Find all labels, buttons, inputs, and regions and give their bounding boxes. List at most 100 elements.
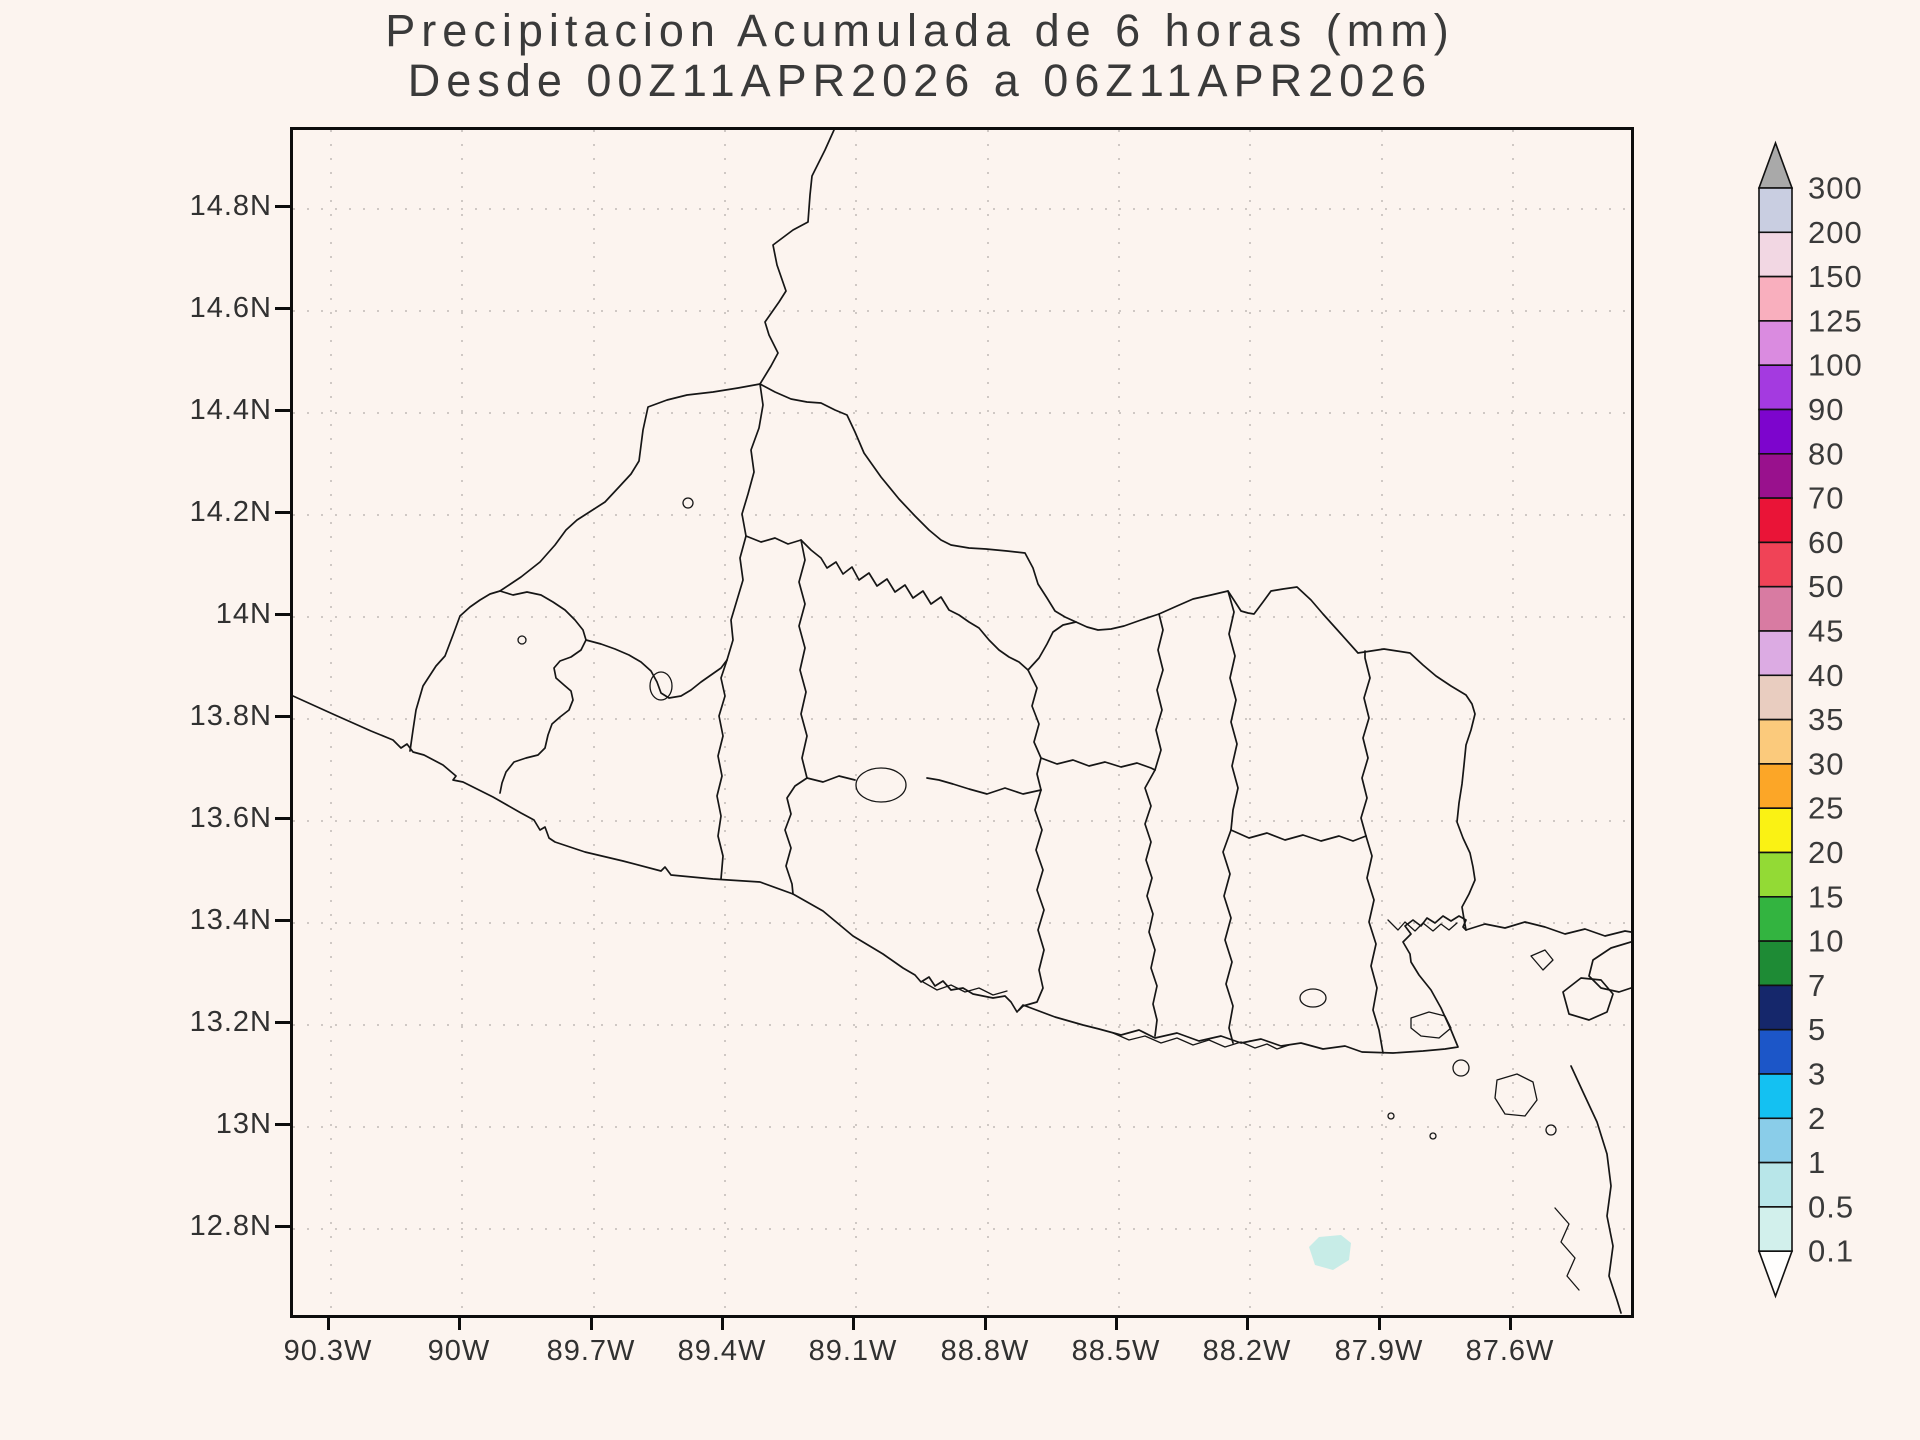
colorbar-label: 60 [1808, 525, 1844, 560]
lat-tick-label: 13.4N [189, 904, 272, 936]
island-conchaguita [1452, 1059, 1470, 1077]
lat-tick [275, 205, 290, 208]
lat-tick-label: 14.8N [189, 190, 272, 222]
jaltepeque-estuary-detail [922, 981, 1008, 996]
colorbar-label: 0.1 [1808, 1234, 1854, 1269]
lat-tick-label: 13.8N [189, 700, 272, 732]
colorbar-label: 20 [1808, 835, 1844, 870]
lat-tick-label: 14.6N [189, 292, 272, 324]
colorbar-label: 40 [1808, 658, 1844, 693]
coastline-and-borders-layer [293, 130, 1631, 1314]
colorbar-label: 15 [1808, 879, 1844, 914]
colorbar-label: 35 [1808, 702, 1844, 737]
title-line-1: Precipitacion Acumulada de 6 horas (mm) [385, 5, 1455, 56]
map-canvas [293, 130, 1631, 1315]
island-meanguera [1494, 1073, 1538, 1117]
colorbar-legend: 3002001501251009080706050454035302520151… [1757, 140, 1863, 1299]
lakes [517, 497, 1327, 1008]
honduras-border-path [759, 383, 1476, 931]
colorbar-box [1758, 408, 1793, 455]
colorbar-box [1758, 1073, 1793, 1120]
colorbar-box [1758, 275, 1793, 322]
colorbar-label: 80 [1808, 436, 1844, 471]
island-zacatillo [1410, 1011, 1452, 1039]
plot-title: Precipitacion Acumulada de 6 horas (mm) … [250, 6, 1590, 106]
lat-tick-label: 12.8N [189, 1210, 272, 1242]
colorbar-label: 0.5 [1808, 1189, 1854, 1224]
lat-tick [275, 1021, 290, 1024]
precip-cell [1309, 1235, 1351, 1270]
lat-tick [275, 307, 290, 310]
colorbar-box [1758, 630, 1793, 677]
title-line-2: Desde 00Z11APR2026 a 06Z11APR2026 [407, 55, 1433, 106]
colorbar-arrow-top [1757, 140, 1794, 189]
lat-tick [275, 715, 290, 718]
colorbar-box [1758, 1161, 1793, 1208]
colorbar-box [1758, 718, 1793, 765]
lon-tick [1378, 1315, 1381, 1330]
colorbar-label: 25 [1808, 791, 1844, 826]
colorbar-box [1758, 585, 1793, 632]
lat-tick [275, 409, 290, 412]
islet [1387, 1112, 1395, 1120]
lon-tick [1115, 1315, 1118, 1330]
lon-tick-label: 88.8W [940, 1335, 1030, 1367]
department-boundaries [499, 383, 1384, 1054]
colorbar-box [1758, 1206, 1793, 1253]
small-lake [517, 635, 527, 645]
lon-tick [1509, 1315, 1512, 1330]
lat-tick [275, 1123, 290, 1126]
lake-ilopango [855, 767, 907, 803]
lake-olomega [1299, 988, 1327, 1008]
islet [1429, 1132, 1437, 1140]
colorbar-label: 1 [1808, 1145, 1826, 1180]
colorbar-label: 125 [1808, 303, 1863, 338]
colorbar-box [1758, 364, 1793, 411]
launion-bay-detail [1387, 919, 1458, 932]
lon-tick-label: 87.6W [1465, 1335, 1555, 1367]
lat-tick [275, 511, 290, 514]
lon-tick [458, 1315, 461, 1330]
colorbar-label: 70 [1808, 481, 1844, 516]
colorbar-label: 30 [1808, 746, 1844, 781]
colorbar-box [1758, 1028, 1793, 1075]
lon-tick-label: 88.5W [1071, 1335, 1161, 1367]
colorbar-label: 150 [1808, 259, 1863, 294]
lon-tick [721, 1315, 724, 1330]
lon-tick-label: 88.2W [1202, 1335, 1292, 1367]
gulf-of-fonseca-features [1387, 921, 1631, 1314]
lon-tick [327, 1315, 330, 1330]
colorbar-box [1758, 1117, 1793, 1164]
lat-tick-label: 14N [215, 598, 272, 630]
colorbar-box [1758, 807, 1793, 854]
colorbar-label: 45 [1808, 614, 1844, 649]
guatemala-honduras-border-path [759, 130, 835, 385]
colorbar-label: 7 [1808, 968, 1826, 1003]
colorbar-box [1758, 984, 1793, 1031]
island-meanguerita [1545, 1124, 1557, 1136]
colorbar-label: 300 [1808, 171, 1863, 206]
lon-tick-label: 90W [427, 1335, 491, 1367]
colorbar-box [1758, 940, 1793, 987]
colorbar-label: 5 [1808, 1012, 1826, 1047]
colorbar-box [1758, 497, 1793, 544]
colorbar-label: 50 [1808, 569, 1844, 604]
lat-tick [275, 1225, 290, 1228]
lat-tick-label: 14.4N [189, 394, 272, 426]
colorbar-arrow-bottom [1757, 1250, 1794, 1299]
lon-tick [1246, 1315, 1249, 1330]
lat-tick-label: 13N [215, 1108, 272, 1140]
colorbar-label: 10 [1808, 924, 1844, 959]
colorbar-box [1758, 851, 1793, 898]
lake-guija [682, 497, 694, 509]
jiquilisco-bay-detail [1112, 1032, 1290, 1050]
colorbar-box [1758, 763, 1793, 810]
colorbar-label: 100 [1808, 348, 1863, 383]
coastline-path [293, 695, 1467, 1054]
lat-tick-label: 13.6N [189, 802, 272, 834]
colorbar-box [1758, 320, 1793, 366]
precip-overlay-layer [1309, 1235, 1351, 1270]
colorbar-label: 3 [1808, 1057, 1826, 1092]
colorbar-box [1758, 541, 1793, 588]
colorbar-box [1758, 895, 1793, 942]
